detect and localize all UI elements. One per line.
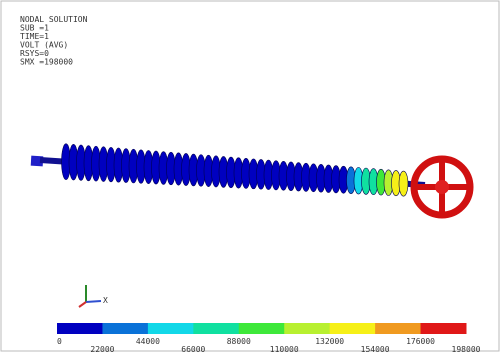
legend-label: 110000 [270,345,299,354]
legend-swatch [148,323,194,334]
legend-label: 66000 [181,345,205,354]
legend-label: 132000 [315,337,344,346]
triad-x-label: X [103,296,108,305]
wheel [414,159,470,215]
legend-swatch [102,323,148,334]
legend-swatch [284,323,330,334]
legend-label: 44000 [136,337,160,346]
legend-label: 88000 [227,337,251,346]
legend-swatch [57,323,103,334]
legend-swatch [239,323,285,334]
legend-label: 154000 [361,345,390,354]
legend-label: 198000 [452,345,481,354]
legend-label: 22000 [90,345,114,354]
header-line: SMX =198000 [20,58,73,67]
legend-label: 0 [57,337,62,346]
legend-swatch [375,323,421,334]
wheel-hub [435,180,449,194]
legend-swatch [193,323,239,334]
legend-swatch [330,323,376,334]
viewport: NODAL SOLUTIONSUB =1TIME=1VOLT (AVG)RSYS… [0,0,502,354]
legend-swatch [421,323,467,334]
triad-x [86,301,101,302]
rib [399,171,408,196]
legend-label: 176000 [406,337,435,346]
